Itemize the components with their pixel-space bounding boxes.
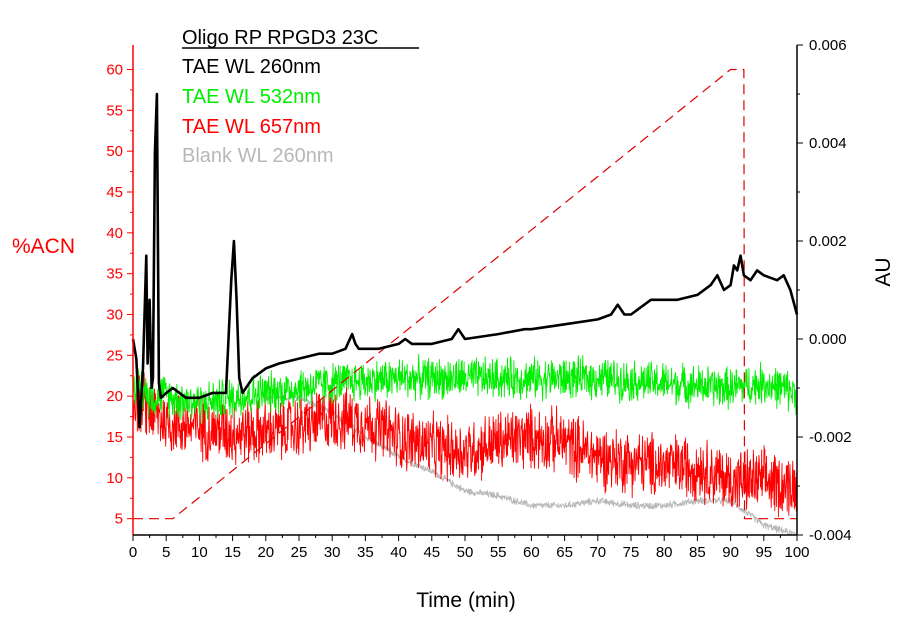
legend-entry-tae-260: TAE WL 260nm	[182, 56, 321, 78]
right-axis-ticks: -0.004 -0.002 0.000 0.002 0.004 0.006	[797, 37, 852, 544]
x-tick-label: 30	[324, 544, 341, 561]
left-axis-ticks: 5 10 15 20 25 30 35 40 45 50 55 60	[106, 62, 133, 528]
left-tick-label: 15	[106, 429, 123, 446]
left-tick-label: 20	[106, 388, 123, 405]
x-tick-label: 10	[191, 544, 208, 561]
legend-title: Oligo RP RPGD3 23C	[182, 27, 378, 49]
right-tick-label: 0.000	[809, 331, 847, 348]
right-tick-label: 0.004	[809, 135, 847, 152]
right-tick-label: 0.006	[809, 37, 847, 54]
left-tick-label: 55	[106, 102, 123, 119]
x-tick-label: 75	[623, 544, 640, 561]
left-tick-label: 5	[115, 511, 123, 528]
left-tick-label: 10	[106, 470, 123, 487]
series-line-tae-wl-657nm	[132, 372, 798, 518]
right-tick-label: 0.002	[809, 233, 847, 250]
x-tick-label: 90	[722, 544, 739, 561]
left-tick-label: 60	[106, 62, 123, 79]
left-tick-label: 50	[106, 143, 123, 160]
right-tick-label: -0.002	[809, 429, 852, 446]
legend: Oligo RP RPGD3 23C TAE WL 260nm TAE WL 5…	[182, 27, 419, 167]
left-tick-label: 40	[106, 225, 123, 242]
x-tick-label: 40	[390, 544, 407, 561]
series-line-tae-wl-260nm	[131, 92, 799, 429]
x-tick-label: 35	[357, 544, 374, 561]
x-tick-label: 65	[556, 544, 573, 561]
x-tick-label: 20	[257, 544, 274, 561]
left-axis-title: %ACN	[12, 235, 75, 258]
left-tick-label: 45	[106, 184, 123, 201]
x-tick-label: 85	[689, 544, 706, 561]
legend-entry-tae-532: TAE WL 532nm	[182, 86, 321, 108]
x-tick-label: 55	[490, 544, 507, 561]
x-tick-label: 5	[162, 544, 170, 561]
x-tick-label: 60	[523, 544, 540, 561]
x-axis-ticks: 0 5 10 15 20 25 30 35 40 45 50 55 60 65 70 75 80 85 90 95 10…	[129, 535, 810, 561]
series-layer	[131, 68, 799, 536]
plot-area	[131, 68, 799, 536]
x-tick-label: 15	[224, 544, 241, 561]
x-tick-label: 0	[129, 544, 137, 561]
legend-entry-blank-260: Blank WL 260nm	[182, 145, 334, 167]
left-tick-label: 25	[106, 347, 123, 364]
x-axis-title: Time (min)	[416, 589, 516, 612]
series-line-acn	[133, 68, 797, 520]
right-axis-title: AU	[872, 257, 895, 286]
legend-entry-tae-657: TAE WL 657nm	[182, 116, 321, 138]
x-tick-label: 95	[755, 544, 772, 561]
x-tick-label: 80	[656, 544, 673, 561]
right-tick-label: -0.004	[809, 527, 852, 544]
x-tick-label: 100	[784, 544, 809, 561]
series-line-tae-wl-532nm	[132, 354, 798, 425]
left-tick-label: 35	[106, 266, 123, 283]
x-tick-label: 25	[291, 544, 308, 561]
left-tick-label: 30	[106, 307, 123, 324]
x-tick-label: 45	[423, 544, 440, 561]
x-tick-label: 50	[457, 544, 474, 561]
x-tick-label: 70	[589, 544, 606, 561]
